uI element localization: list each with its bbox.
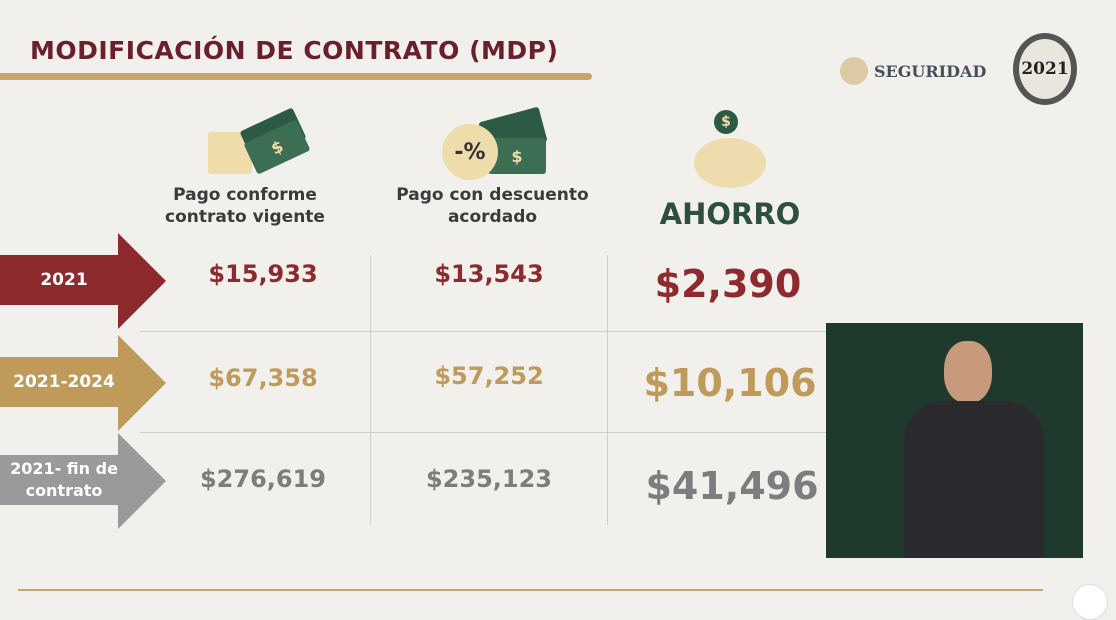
contract-value: $276,619: [199, 465, 326, 493]
contract-value: $67,358: [208, 364, 318, 392]
title-underline: [0, 73, 592, 80]
divider: [370, 255, 371, 525]
divider: [140, 331, 826, 332]
sign-language-interpreter-video: [826, 323, 1083, 558]
period-arrow-2021-2024: 2021-2024: [0, 335, 166, 431]
discount-money-icon: $ -%: [442, 106, 552, 184]
divider: [607, 255, 608, 525]
savings-value: $2,390: [654, 262, 802, 306]
money-document-icon: $: [208, 107, 311, 176]
discount-value: $235,123: [425, 465, 552, 493]
seal-icon: [840, 57, 868, 85]
column-header-contract: Pago conforme contrato vigente: [165, 185, 325, 227]
footer-line: [18, 589, 1043, 591]
seguridad-logo: SEGURIDAD: [840, 57, 986, 85]
savings-value: $41,496: [645, 464, 819, 508]
discount-value: $57,252: [434, 362, 544, 390]
contract-value: $15,933: [208, 260, 318, 288]
savings-value: $10,106: [643, 361, 817, 405]
divider: [140, 432, 826, 433]
piggy-bank-icon: $: [694, 110, 770, 192]
year-badge-logo: 2021: [1013, 33, 1077, 105]
column-header-discount: Pago con descuento acordado: [396, 185, 589, 227]
period-arrow-2021: 2021: [0, 233, 166, 329]
column-header-savings: AHORRO: [659, 197, 801, 231]
discount-value: $13,543: [434, 260, 544, 288]
page-title: MODIFICACIÓN DE CONTRATO (MDP): [30, 36, 559, 65]
period-arrow-2021-fin: 2021- fin de contrato: [0, 433, 166, 529]
footer-seal-icon: [1072, 584, 1108, 620]
